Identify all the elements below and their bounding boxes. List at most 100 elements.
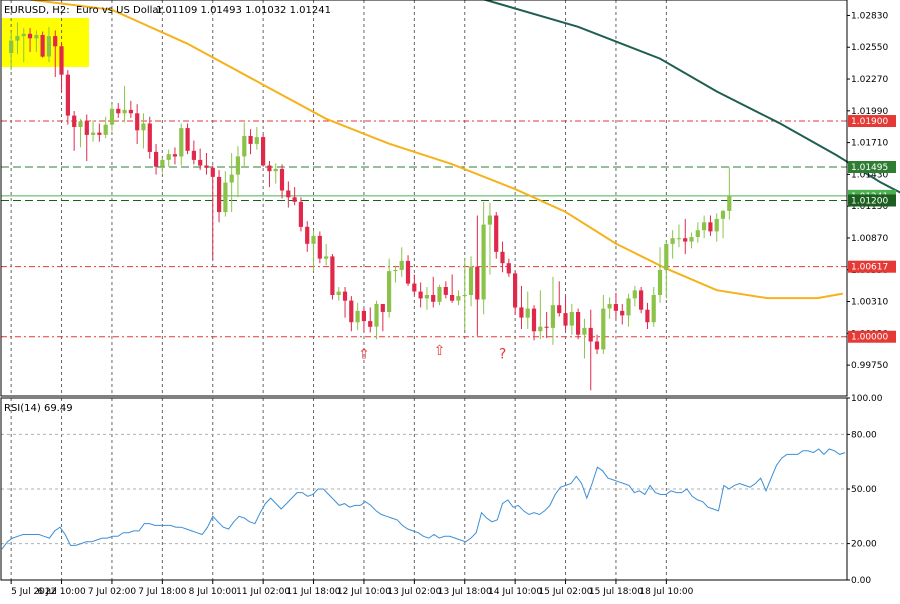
candle <box>292 187 297 206</box>
candle <box>399 247 404 277</box>
candle <box>588 309 593 391</box>
price-tick-label: 1.00310 <box>851 298 888 308</box>
candle <box>109 104 115 132</box>
candle <box>355 302 360 331</box>
candle-body <box>550 305 555 328</box>
candle <box>601 294 606 354</box>
candle-body <box>330 256 335 295</box>
candle-body <box>198 159 203 166</box>
candle-body <box>46 36 51 57</box>
time-tick-label: 13 Jul 02:00 <box>387 587 441 597</box>
candle <box>273 163 278 184</box>
candle-body <box>286 190 291 198</box>
candle-body <box>544 326 549 328</box>
candle <box>424 287 429 310</box>
time-tick-label: 5 Jul 2022 <box>11 587 56 597</box>
candle <box>405 255 411 286</box>
candle <box>135 104 140 144</box>
time-tick-label: 18 Jul 10:00 <box>639 587 693 597</box>
level-badge-label: 1.01900 <box>851 117 888 127</box>
candle-body <box>563 313 568 326</box>
candle-body <box>576 312 581 335</box>
candle-body <box>261 137 266 166</box>
moving-averages <box>24 0 900 300</box>
candle-body <box>267 165 272 172</box>
annotation-mark: ⇧ <box>358 346 370 362</box>
candle-body <box>393 270 398 272</box>
candle <box>336 287 341 301</box>
candle <box>418 282 423 308</box>
candle-body <box>235 156 240 175</box>
candle-body <box>531 308 537 332</box>
level-badge-label: 1.00617 <box>851 263 888 273</box>
candle-body <box>185 128 190 151</box>
candle <box>217 170 222 223</box>
time-tick-label: 14 Jul 10:00 <box>488 587 542 597</box>
candle-body <box>128 109 133 114</box>
candle-body <box>664 243 669 270</box>
candle <box>191 140 196 165</box>
annotation-mark: ⇧ <box>434 343 446 359</box>
candle-body <box>468 266 474 295</box>
price-tick-label: 1.01150 <box>851 202 888 212</box>
candle <box>210 165 215 260</box>
candle-body <box>720 210 726 219</box>
candle-body <box>513 273 518 308</box>
candle-body <box>242 136 247 157</box>
candle <box>59 42 64 92</box>
candle <box>21 28 26 63</box>
candle <box>657 247 663 303</box>
ma-fast-line <box>24 0 843 300</box>
candle-body <box>103 124 108 135</box>
price-tick-label: 1.02830 <box>851 11 888 21</box>
time-tick-label: 6 Jul 10:00 <box>37 587 86 597</box>
candle <box>46 27 51 63</box>
rsi-line <box>1 448 846 550</box>
candle <box>443 281 448 299</box>
candle-body <box>311 235 316 244</box>
candle <box>450 274 455 303</box>
candle-body <box>15 36 20 41</box>
candle-body <box>506 263 511 274</box>
candle <box>683 218 688 255</box>
candle-body <box>399 260 404 270</box>
candle <box>720 209 726 239</box>
candle-body <box>217 176 222 213</box>
candle-body <box>670 238 675 244</box>
candle <box>267 160 272 188</box>
candle <box>229 153 234 213</box>
candle <box>317 231 322 264</box>
level-badge-label: 1.01495 <box>851 163 888 173</box>
candle <box>242 122 247 168</box>
candle-body <box>632 290 637 299</box>
horizontal-levels <box>1 120 847 338</box>
candle-body <box>254 137 259 144</box>
candle <box>179 123 184 166</box>
candle <box>361 307 366 332</box>
axis-labels: 1.02830 1.02550 1.02270 1.01990 1.01710 1.014… <box>10 11 896 597</box>
candle-body <box>210 167 215 177</box>
candle <box>349 296 354 332</box>
candle-body <box>317 235 322 259</box>
candle <box>298 197 303 232</box>
candle-body <box>405 260 411 284</box>
candle <box>437 284 442 306</box>
rsi-series <box>1 448 846 550</box>
candle <box>500 241 505 273</box>
candle <box>166 149 171 167</box>
candle <box>412 274 417 295</box>
candle-body <box>21 33 26 37</box>
price-tick-label: 1.01990 <box>851 107 888 117</box>
candle-body <box>40 35 45 57</box>
candle-body <box>601 308 606 350</box>
candle <box>569 304 574 335</box>
candle-body <box>248 136 253 144</box>
candle <box>639 287 644 314</box>
candle <box>65 70 70 125</box>
candle-body <box>191 150 196 160</box>
candle <box>185 123 190 155</box>
candle <box>122 86 127 123</box>
candle-body <box>538 326 543 332</box>
rsi-tick-label: 100.00 <box>851 394 883 404</box>
candle <box>664 240 669 299</box>
